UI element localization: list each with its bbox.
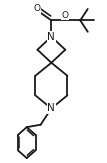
Text: O: O xyxy=(34,4,41,14)
Text: O: O xyxy=(62,11,69,20)
Text: N: N xyxy=(48,32,55,42)
Text: N: N xyxy=(48,103,55,113)
